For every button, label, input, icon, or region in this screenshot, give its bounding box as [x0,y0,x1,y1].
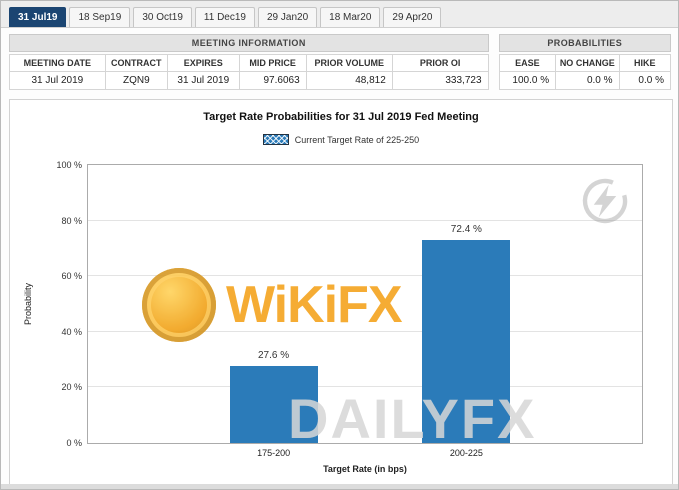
legend-swatch-icon [262,134,289,145]
bar-value-200-225: 72.4 % [450,224,482,236]
expires-value: 31 Jul 2019 [166,71,240,90]
bar-group-200-225: 72.4 % [422,224,511,443]
bar-200-225 [422,240,511,443]
gridline-60 [88,275,642,277]
x-tick-200-225: 200-225 [449,448,483,458]
meeting-information-panel: MEETING INFORMATION MEETING DATE CONTRAC… [9,34,489,90]
mid-price-value: 97.6063 [238,71,307,90]
chart-legend: Current Target Rate of 225-250 [10,134,672,145]
col-no-change: NO CHANGE [555,54,620,72]
col-meeting-date: MEETING DATE [9,54,106,72]
y-tick-0: 0 % [66,438,82,448]
bar-value-175-200: 27.6 % [258,349,290,361]
tab-29-jan20[interactable]: 29 Jan20 [257,7,318,27]
probabilities-panel: PROBABILITIES EASE NO CHANGE HIKE 100.0 … [498,34,672,90]
bottom-strip [1,484,678,489]
meeting-tab-bar: 31 Jul19 18 Sep19 30 Oct19 11 Dec19 29 J… [1,1,678,28]
meeting-date-value: 31 Jul 2019 [9,71,106,90]
gridline-20 [88,386,642,388]
col-contract: CONTRACT [104,54,168,72]
col-mid-price: MID PRICE [238,54,307,72]
gridline-80 [88,219,642,221]
y-tick-40: 40 % [61,326,82,337]
chart-panel: Target Rate Probabilities for 31 Jul 201… [9,99,673,489]
col-hike: HIKE [618,54,672,72]
bar-group-175-200: 27.6 % [229,349,318,443]
y-tick-80: 80 % [61,215,82,226]
tab-29-apr20[interactable]: 29 Apr20 [383,7,442,27]
probabilities-header: PROBABILITIES [498,34,671,52]
tab-11-dec19[interactable]: 11 Dec19 [194,7,255,27]
probabilities-table: EASE NO CHANGE HIKE 100.0 % 0.0 % 0.0 % [498,54,672,90]
y-tick-60: 60 % [61,271,82,282]
hike-value: 0.0 % [618,71,672,90]
chart-title: Target Rate Probabilities for 31 Jul 201… [203,111,479,123]
y-tick-20: 20 % [61,382,82,393]
y-tick-100: 100 % [56,160,82,170]
meeting-information-header: MEETING INFORMATION [9,34,489,52]
y-axis-title-wrap: Probability [20,165,36,443]
col-expires: EXPIRES [166,54,240,72]
x-tick-175-200: 175-200 [257,448,291,458]
ease-value: 100.0 % [498,71,557,90]
tab-31-jul19[interactable]: 31 Jul19 [9,7,67,27]
col-prior-oi: PRIOR OI [391,54,489,72]
col-ease: EASE [498,54,557,72]
y-axis-title: Probability [23,282,33,326]
legend-label: Current Target Rate of 225-250 [294,134,420,145]
tab-18-sep19[interactable]: 18 Sep19 [69,7,131,27]
contract-value: ZQN9 [104,71,168,90]
no-change-value: 0.0 % [555,71,620,90]
bar-175-200 [229,365,318,443]
plot-area: Probability 100 % 80 % 60 % 40 % 20 % 0 … [23,160,643,474]
gridline-40 [88,330,642,332]
prior-volume-value: 48,812 [305,71,393,90]
tab-18-mar20[interactable]: 18 Mar20 [320,7,381,27]
info-panels: MEETING INFORMATION MEETING DATE CONTRAC… [9,34,672,90]
col-prior-volume: PRIOR VOLUME [305,54,393,72]
meeting-information-table: MEETING DATE CONTRACT EXPIRES MID PRICE … [9,54,489,90]
prior-oi-value: 333,723 [391,71,489,90]
tab-30-oct19[interactable]: 30 Oct19 [133,7,192,27]
x-axis-title: Target Rate (in bps) [323,464,407,474]
